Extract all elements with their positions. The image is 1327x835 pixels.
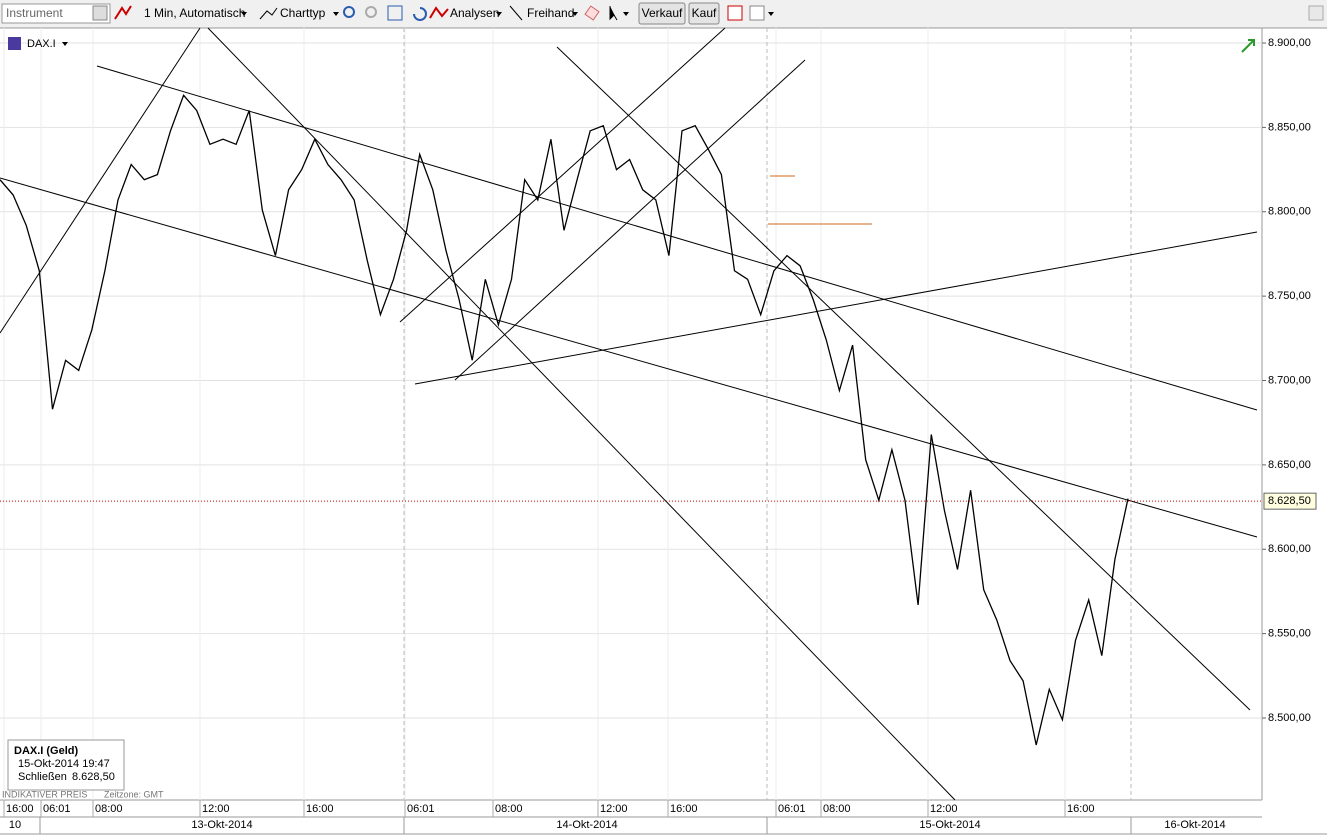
info-datetime: 15-Okt-2014 19:47 [18, 758, 110, 770]
freehand-icon [509, 5, 523, 21]
buy-label: Kauf [692, 6, 717, 20]
trend-lines [0, 27, 1258, 801]
x-tick-label: 06:01 [407, 803, 435, 815]
reset-button[interactable] [413, 7, 427, 21]
y-tick-label: 8.800,00 [1268, 206, 1311, 218]
x-tick-label: 16:00 [306, 803, 334, 815]
freehand-menu[interactable]: Freihand [527, 6, 574, 20]
x-tick-label: 06:01 [43, 803, 71, 815]
trend-indicator [1241, 39, 1255, 53]
indicator-icon[interactable] [114, 5, 132, 20]
timezone-note: Zeitzone: GMT [104, 789, 164, 799]
zoom-out[interactable] [365, 6, 377, 18]
interval-select[interactable]: 1 Min, Automatisch [144, 6, 245, 20]
trend-line [414, 231, 1258, 385]
date-label: 15-Okt-2014 [919, 819, 980, 831]
sell-button[interactable] [638, 2, 686, 25]
last-price-label: 8.628,50 [1268, 495, 1311, 507]
analysis-menu[interactable]: Analysen [450, 6, 499, 20]
trend-line [454, 59, 806, 381]
date-label: 14-Okt-2014 [556, 819, 617, 831]
dropdown-arrow [768, 12, 774, 16]
date-label: 16-Okt-2014 [1164, 819, 1225, 831]
search-button[interactable] [92, 5, 108, 21]
scroll-button[interactable] [1308, 5, 1324, 21]
charttype-icon [259, 7, 278, 20]
dropdown-arrow [62, 42, 68, 46]
trend-line [0, 27, 201, 334]
instrument-placeholder: Instrument [6, 6, 63, 20]
sell-label: Verkauf [642, 6, 683, 20]
instrument-input[interactable] [1, 3, 111, 24]
y-tick-label: 8.900,00 [1268, 37, 1311, 49]
x-tick-label: 12:00 [202, 803, 230, 815]
buy-button[interactable] [688, 2, 720, 25]
eraser-button[interactable] [584, 5, 600, 21]
dropdown-arrow [333, 12, 339, 16]
trend-line [399, 27, 726, 323]
date-label: 10 [9, 819, 21, 831]
y-tick-label: 8.700,00 [1268, 374, 1311, 386]
zoom-in[interactable] [343, 6, 355, 18]
symbol-label[interactable]: DAX.I [27, 38, 56, 50]
trend-line [207, 27, 956, 801]
x-tick-label: 08:00 [95, 803, 123, 815]
y-tick-label: 8.600,00 [1268, 543, 1311, 555]
dropdown-arrow [623, 12, 629, 16]
x-tick-label: 12:00 [930, 803, 958, 815]
x-tick-label: 08:00 [495, 803, 523, 815]
x-tick-label: 12:00 [600, 803, 628, 815]
dropdown-arrow [496, 12, 502, 16]
y-tick-label: 8.500,00 [1268, 712, 1311, 724]
last-price-box [1263, 492, 1317, 510]
info-close-value: 8.628,50 [72, 771, 115, 783]
y-tick-label: 8.550,00 [1268, 628, 1311, 640]
price-line [0, 94, 1129, 746]
x-tick-label: 16:00 [1067, 803, 1095, 815]
x-tick-label: 16:00 [670, 803, 698, 815]
info-title: DAX.I (Geld) [14, 745, 79, 757]
info-close-label: Schließen [18, 771, 67, 783]
charttype-menu[interactable]: Charttyp [280, 6, 326, 20]
pointer-button[interactable] [609, 6, 618, 21]
x-tick-label: 08:00 [823, 803, 851, 815]
fit-button[interactable] [387, 5, 403, 21]
trend-line [96, 65, 1258, 411]
analysis-icon [429, 6, 449, 19]
trend-line [556, 46, 1251, 711]
y-tick-label: 8.750,00 [1268, 290, 1311, 302]
plot [0, 94, 1262, 746]
x-tick-label: 06:01 [778, 803, 806, 815]
y-tick-label: 8.650,00 [1268, 459, 1311, 471]
y-tick-label: 8.850,00 [1268, 121, 1311, 133]
dropdown-arrow [572, 12, 578, 16]
print-button[interactable] [749, 5, 765, 21]
grid [0, 28, 1266, 834]
dropdown-arrow [241, 12, 247, 16]
trend-line [0, 177, 1258, 538]
price-note: INDIKATIVER PREIS [2, 789, 87, 799]
symbol-icon [8, 37, 21, 50]
window-button[interactable] [727, 5, 743, 21]
info-box [7, 739, 125, 791]
date-label: 13-Okt-2014 [191, 819, 252, 831]
x-tick-label: 16:00 [6, 803, 34, 815]
